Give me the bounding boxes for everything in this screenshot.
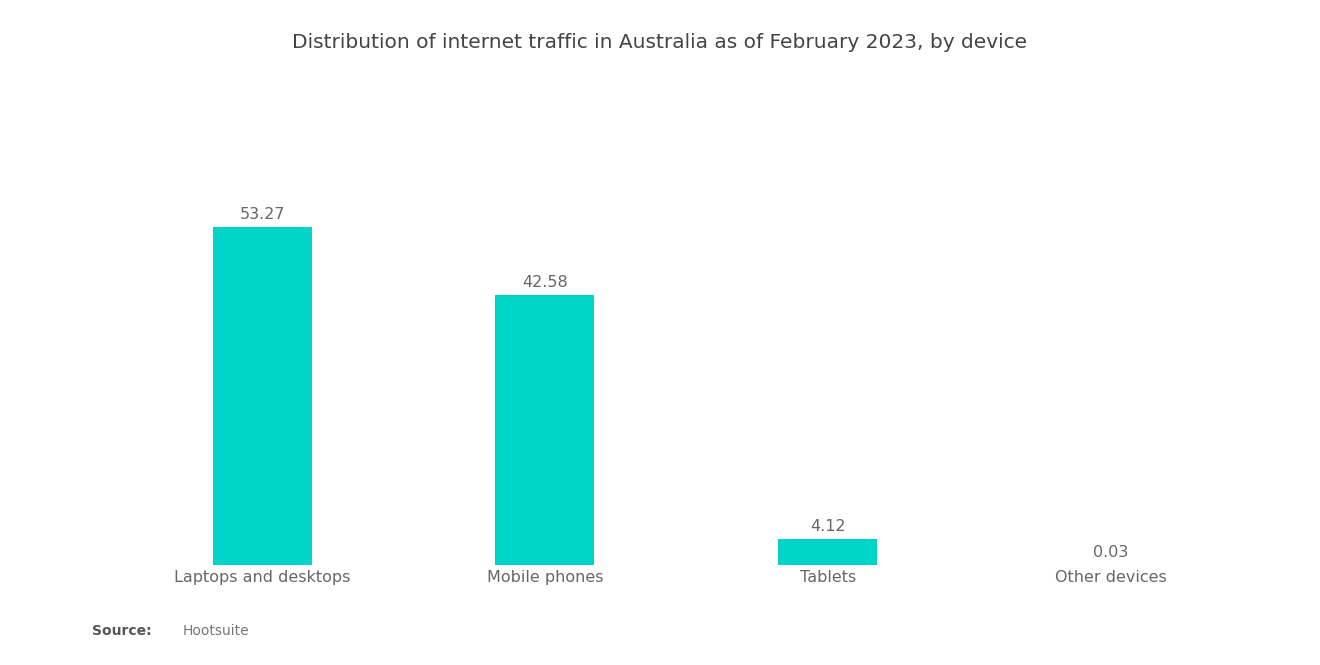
Text: 53.27: 53.27 <box>239 207 285 222</box>
Text: Source:: Source: <box>92 624 152 638</box>
Text: Distribution of internet traffic in Australia as of February 2023, by device: Distribution of internet traffic in Aust… <box>293 33 1027 53</box>
Text: Hootsuite: Hootsuite <box>182 624 248 638</box>
Text: 0.03: 0.03 <box>1093 545 1129 560</box>
Bar <box>779 539 878 565</box>
Bar <box>495 295 594 565</box>
Bar <box>213 227 312 565</box>
Text: 42.58: 42.58 <box>523 275 568 290</box>
Text: 4.12: 4.12 <box>810 519 846 534</box>
